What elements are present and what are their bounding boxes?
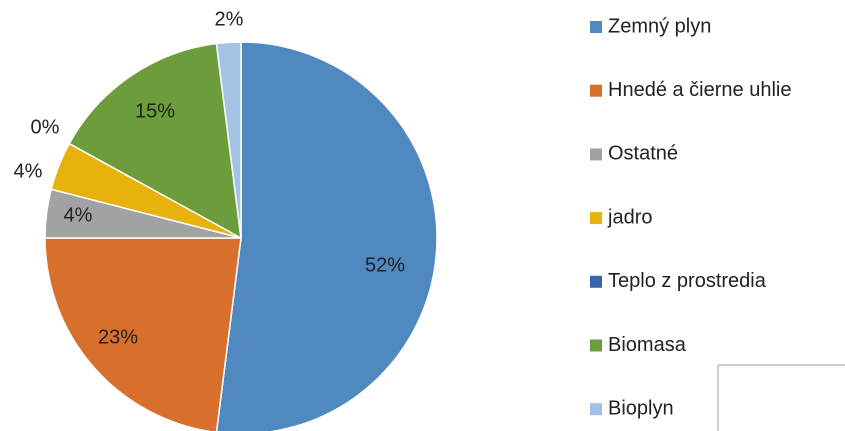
data-label: 15% xyxy=(135,100,175,122)
legend-swatch xyxy=(590,148,602,161)
legend-label: Ostatné xyxy=(608,143,678,165)
legend-swatch xyxy=(590,84,602,97)
legend-swatch xyxy=(590,403,602,416)
pie-slice xyxy=(44,237,242,431)
legend-label: Bioplyn xyxy=(608,397,674,419)
legend-swatch xyxy=(590,212,602,225)
legend-swatch xyxy=(590,21,602,33)
legend-label: Hnedé a čierne uhlie xyxy=(608,79,791,101)
data-label: 52% xyxy=(365,254,405,276)
data-label: 0% xyxy=(31,116,60,138)
legend-swatch xyxy=(590,275,602,288)
legend-label: Teplo z prostredia xyxy=(608,270,767,292)
pie-slice xyxy=(215,41,242,239)
data-label: 2% xyxy=(215,8,244,30)
legend-label: Zemný plyn xyxy=(608,15,711,37)
legend-label: Biomasa xyxy=(608,334,687,356)
pie-slice xyxy=(215,41,438,431)
data-label: 4% xyxy=(14,160,43,182)
data-label: 4% xyxy=(64,204,93,226)
pie-slice xyxy=(68,42,242,240)
legend-swatch xyxy=(590,339,602,352)
data-label: 23% xyxy=(98,326,138,348)
legend-label: jadro xyxy=(607,206,652,228)
